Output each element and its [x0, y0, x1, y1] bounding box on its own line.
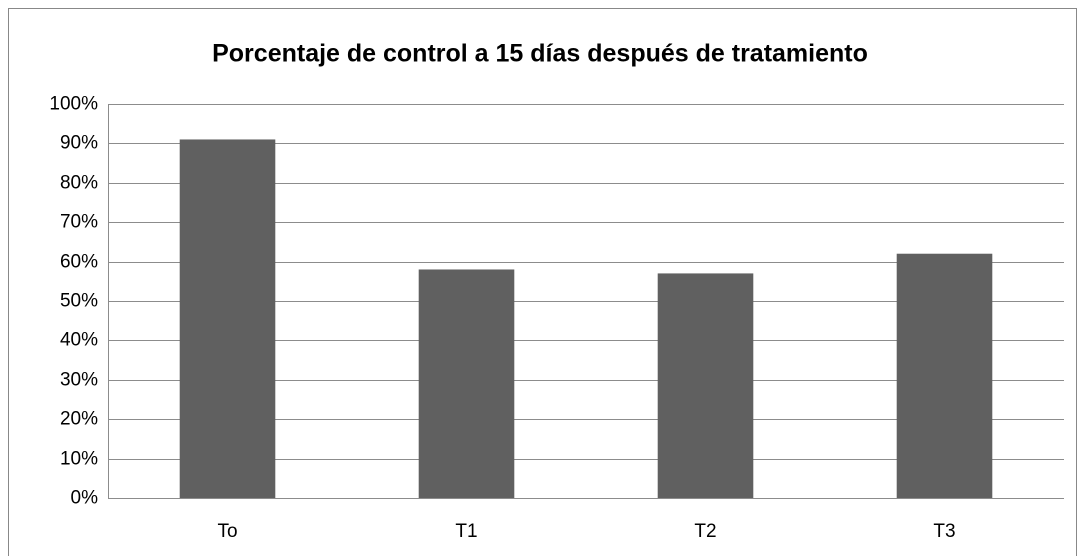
bar: [179, 139, 276, 498]
y-tick-label: 40%: [60, 330, 98, 351]
y-tick-label: 10%: [60, 449, 98, 470]
bar: [896, 253, 993, 498]
y-tick-label: 100%: [49, 94, 98, 115]
x-tick-label: T1: [455, 521, 477, 542]
x-tick-label: T2: [694, 521, 716, 542]
y-tick-label: 90%: [60, 133, 98, 154]
bar: [418, 269, 515, 498]
y-tick-label: 30%: [60, 370, 98, 391]
y-tick-label: 80%: [60, 173, 98, 194]
x-tick-label: To: [217, 521, 237, 542]
bar: [657, 273, 754, 498]
x-tick-label: T3: [933, 521, 955, 542]
y-tick-label: 60%: [60, 252, 98, 273]
chart-title: Porcentaje de control a 15 días después …: [212, 40, 868, 68]
y-tick-label: 20%: [60, 409, 98, 430]
y-tick-label: 50%: [60, 291, 98, 312]
y-tick-label: 0%: [71, 488, 99, 509]
y-tick-label: 70%: [60, 212, 98, 233]
